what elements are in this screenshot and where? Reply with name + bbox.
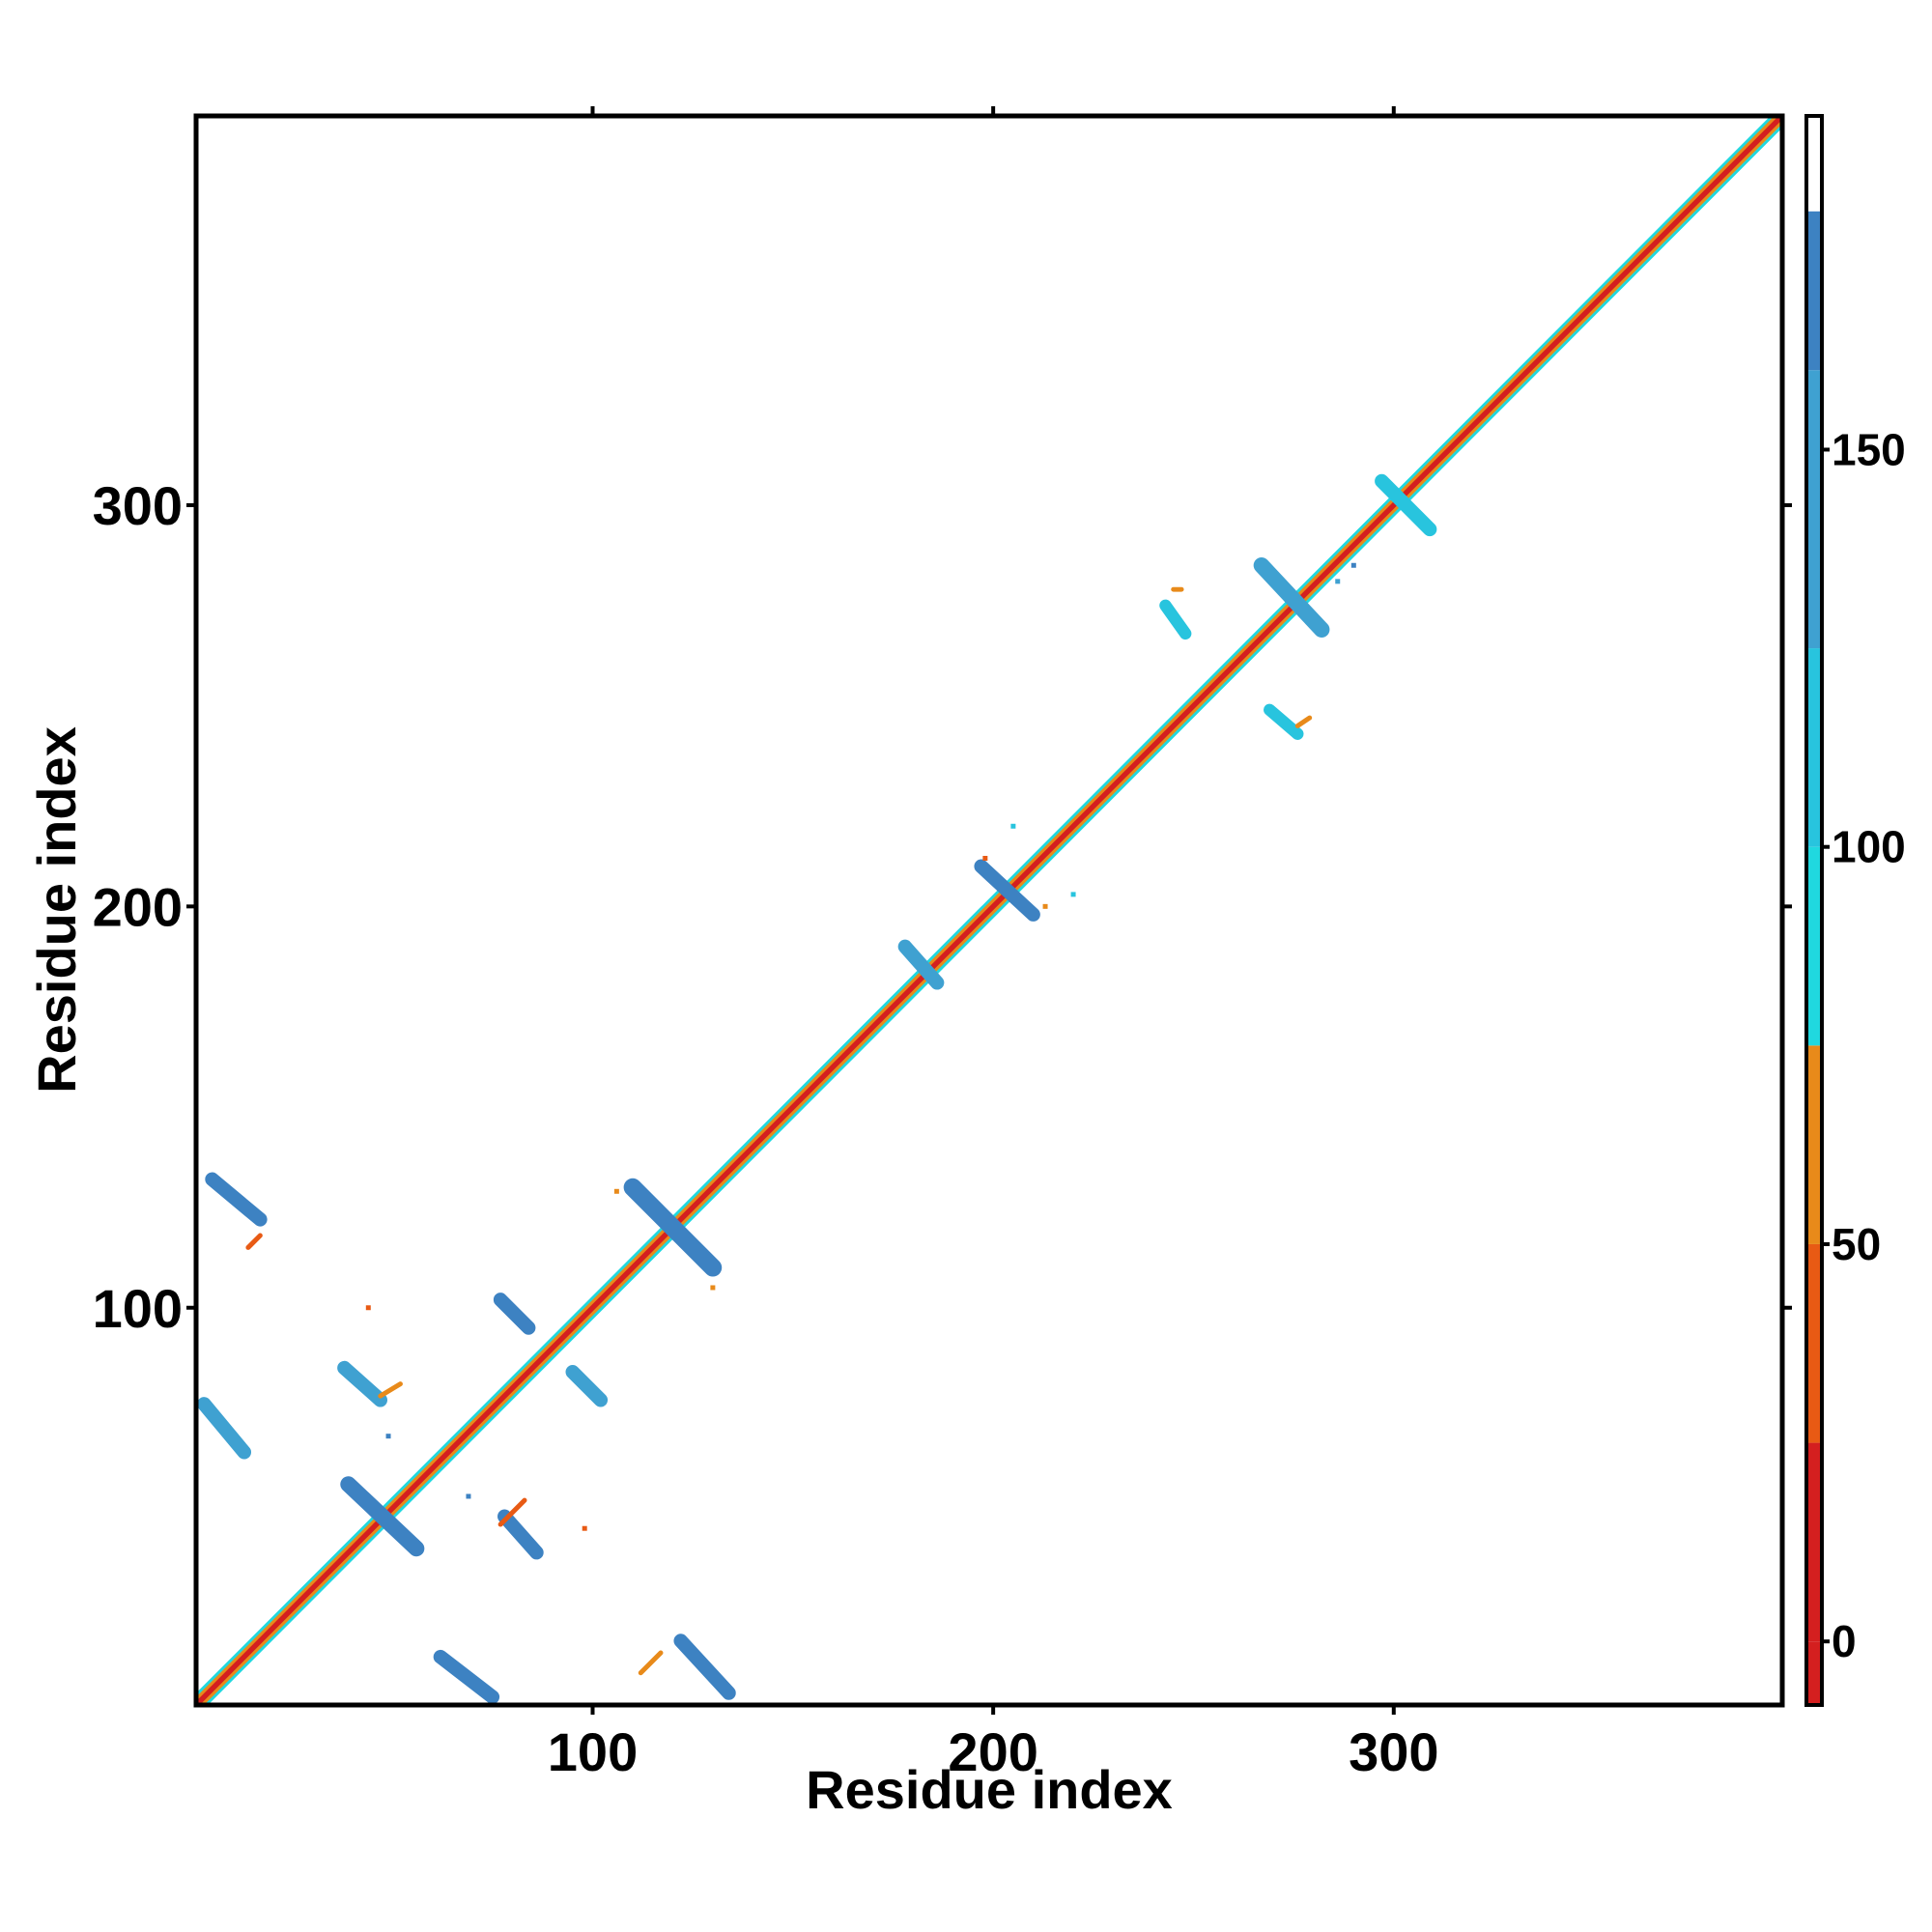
colorbar-segment-8 <box>1806 116 1822 212</box>
x-axis-title: Residue index <box>806 1759 1173 1820</box>
contact-feature-5 <box>493 1293 536 1335</box>
contact-feature-21 <box>1294 715 1313 728</box>
colorbar-tick-label-1: 50 <box>1832 1219 1881 1269</box>
contact-feature-1 <box>197 1397 252 1460</box>
x-tick-label-0: 100 <box>548 1721 638 1782</box>
contact-dot-2 <box>466 1493 471 1499</box>
contact-feature-3 <box>340 1476 425 1557</box>
contact-feature-15 <box>1375 473 1437 537</box>
contact-dot-7 <box>1070 892 1076 897</box>
contact-dot-3 <box>582 1525 587 1531</box>
colorbar-frame <box>1804 114 1824 1707</box>
contact-dot-5 <box>710 1285 716 1291</box>
contact-feature-13 <box>1264 703 1304 740</box>
contact-feature-11 <box>974 859 1040 922</box>
contact-feature-16 <box>245 1233 263 1250</box>
contact-dot-4 <box>613 1188 619 1194</box>
contact-feature-7 <box>565 1364 609 1407</box>
colorbar-segment-5 <box>1806 648 1822 847</box>
y-axis-title: Residue index <box>26 726 87 1094</box>
contact-dot-10 <box>1335 579 1341 584</box>
contact-dot-6 <box>1010 823 1016 829</box>
colorbar-tick-label-3: 150 <box>1832 424 1906 474</box>
colorbar-tick-label-0: 0 <box>1832 1616 1857 1666</box>
contact-feature-19 <box>638 1650 664 1676</box>
contact-feature-0 <box>205 1172 268 1227</box>
x-tick-label-1: 200 <box>948 1721 1037 1782</box>
diagonal-band-inner <box>196 116 1782 1705</box>
contact-feature-10 <box>897 939 945 990</box>
colorbar-segment-1 <box>1806 1442 1822 1642</box>
plot-frame <box>193 113 1785 1708</box>
contact-feature-9 <box>673 1634 736 1700</box>
colorbar-segment-0 <box>1806 1641 1822 1705</box>
contact-dot-9 <box>1042 903 1048 909</box>
contact-dot-11 <box>1350 562 1356 568</box>
colorbar-segment-6 <box>1806 370 1822 649</box>
contact-feature-18 <box>497 1497 527 1527</box>
contact-feature-14 <box>1253 556 1330 639</box>
contact-feature-6 <box>497 1509 544 1560</box>
contact-feature-17 <box>378 1381 403 1399</box>
contact-feature-8 <box>623 1178 723 1277</box>
contact-feature-12 <box>1159 599 1192 640</box>
contact-dot-1 <box>385 1434 391 1439</box>
colorbar-segment-4 <box>1806 846 1822 1046</box>
contact-feature-4 <box>433 1649 500 1704</box>
colorbar-segment-7 <box>1806 211 1822 371</box>
colorbar-segment-2 <box>1806 1243 1822 1443</box>
contact-dot-8 <box>982 856 988 861</box>
axes: 100 200 300 100 200 300 <box>93 106 1792 1782</box>
y-tick-label-1: 200 <box>93 876 183 937</box>
plot-area <box>196 116 1782 1705</box>
colorbar-segment-3 <box>1806 1045 1822 1244</box>
colorbar: 0 50 100 150 <box>1804 114 1906 1707</box>
colorbar-tick-label-2: 100 <box>1832 822 1906 872</box>
y-tick-label-0: 100 <box>93 1278 183 1339</box>
y-tick-label-2: 300 <box>93 475 183 536</box>
contact-feature-2 <box>337 1360 387 1407</box>
x-tick-label-2: 300 <box>1349 1721 1438 1782</box>
contact-dot-0 <box>365 1305 371 1311</box>
